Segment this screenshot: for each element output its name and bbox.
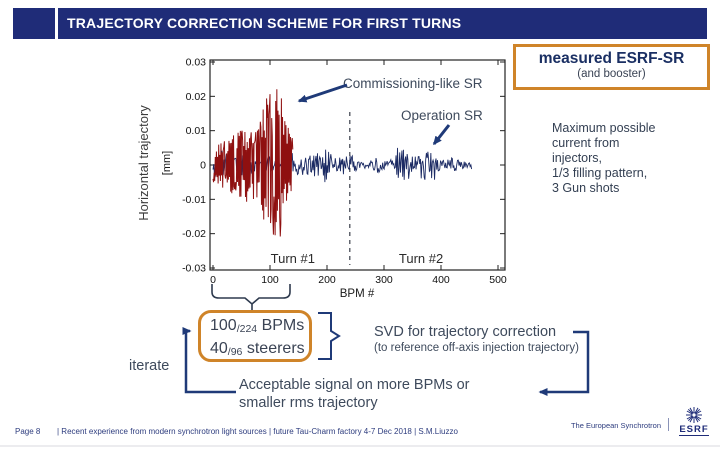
commissioning-label: Commissioning-like SR [343,76,483,91]
x-axis-title: BPM # [340,288,375,300]
title-accent-square [13,8,55,39]
y-tick-label: 0 [200,160,206,172]
x-tick-label: 500 [489,274,507,286]
x-tick-label: 300 [375,274,393,286]
brand-separator [668,418,669,431]
y-tick-label: -0.02 [182,228,206,240]
y-tick-label: -0.01 [182,194,206,206]
y-tick-label: -0.03 [182,262,206,274]
footer-branding: The European Synchrotron ESRF [571,406,712,436]
starburst-icon [686,407,702,423]
steerer-count: 40 [210,340,228,357]
trace-commissioning [212,89,294,237]
bpm-steerers-box: 100/224 BPMs 40/96 steerers [198,310,312,362]
bpm-suffix: BPMs [257,317,305,334]
x-tick-label: 100 [261,274,279,286]
steerer-count-line: 40/96 steerers [210,338,309,361]
x-tick-label: 0 [210,274,216,286]
y-tick-label: 0.01 [186,125,207,137]
y-axis-units: [mm] [161,151,173,175]
y-tick-label: 0.02 [186,91,207,103]
page-number: Page 8 [15,427,41,436]
acceptable-signal-label: Acceptable signal on more BPMs or smalle… [239,377,470,411]
svd-label: SVD for trajectory correction [374,324,557,340]
bpm-count-line: 100/224 BPMs [210,315,309,338]
esrf-wordmark: ESRF [679,424,709,436]
bpm-total: /224 [236,322,258,335]
box-bracket [318,312,341,360]
operation-label: Operation SR [401,108,483,123]
footer-credits: | Recent experience from modern synchrot… [57,427,458,436]
trajectory-chart: 0 100 200 300 400 500 0.03 0.02 0.01 0 -0.01 -0.02 -… [136,57,507,300]
measured-callout-subtitle: (and booster) [577,68,646,80]
x-tick-label: 400 [432,274,450,286]
page-title: TRAJECTORY CORRECTION SCHEME FOR FIRST T… [58,8,707,39]
turn-label: Turn #1 [271,251,315,266]
steerer-suffix: steerers [242,340,305,357]
steerer-total: /96 [227,345,243,358]
esrf-logo: ESRF [676,406,712,436]
svd-feedback-connector [538,330,590,396]
iterate-label: iterate [129,358,170,374]
brand-text: The European Synchrotron [570,421,661,430]
bottom-edge-line [0,445,720,447]
bpm-count: 100 [210,317,237,334]
svd-sublabel: (to reference off-axis injection traject… [374,342,579,354]
max-current-note: Maximum possible current from injectors,… [552,121,656,195]
measured-callout-title: measured ESRF-SR [538,50,685,67]
y-axis-title: Horizontal trajectory [136,105,151,221]
y-tick-label: 0.03 [186,57,207,69]
x-tick-label: 200 [318,274,336,286]
measured-callout-box: measured ESRF-SR (and booster) [513,44,710,90]
turn-label: Turn #2 [399,251,443,266]
